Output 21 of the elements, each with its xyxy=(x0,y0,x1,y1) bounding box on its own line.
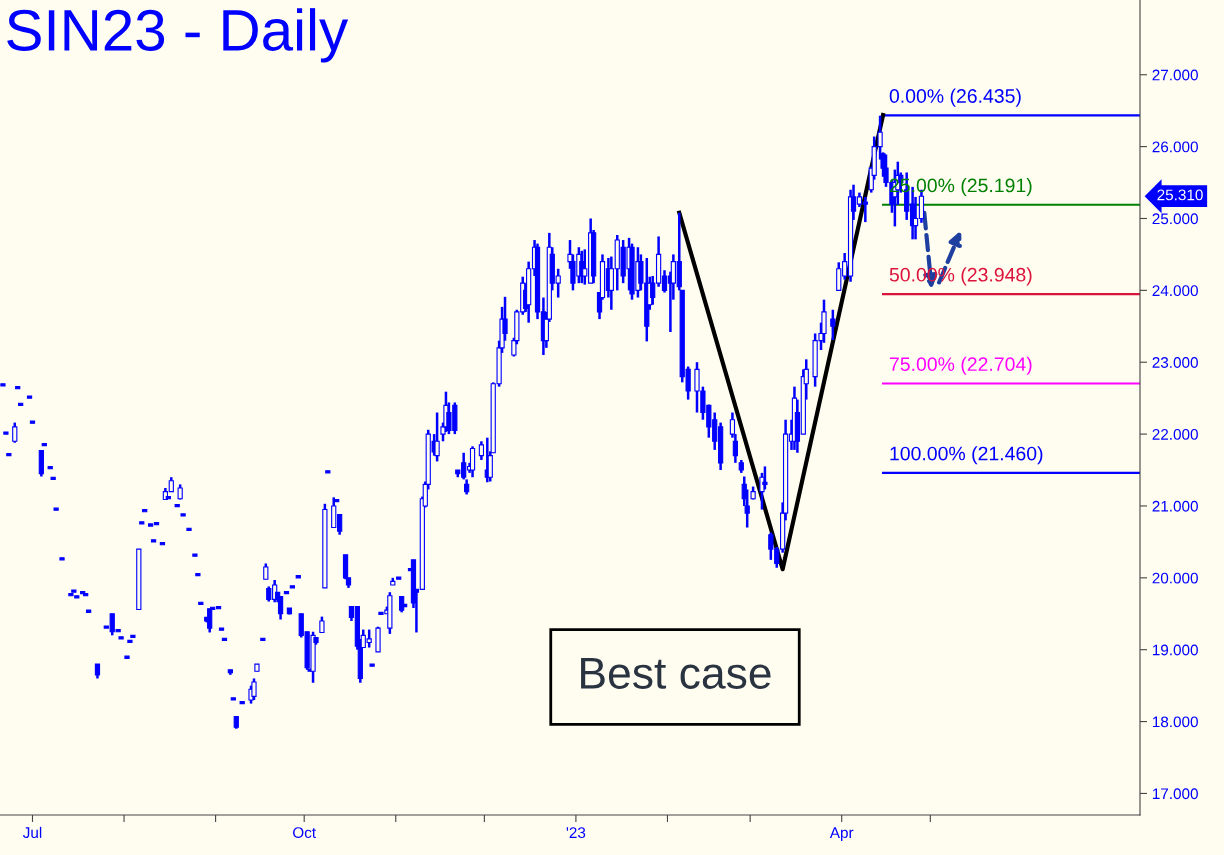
ref-line-label: 100.00% (21.460) xyxy=(890,446,1043,465)
y-tick-label: 19.000 xyxy=(1152,644,1198,656)
y-tick-label: 25.000 xyxy=(1152,213,1198,225)
y-tick-label: 26.000 xyxy=(1152,141,1198,153)
y-tick-label: 18.000 xyxy=(1152,716,1198,728)
chart-title: SIN23 - Daily xyxy=(7,8,349,63)
y-tick-label: 22.000 xyxy=(1152,428,1198,440)
y-tick-label: 23.000 xyxy=(1152,357,1198,368)
y-tick-label: 21.000 xyxy=(1152,500,1198,512)
x-tick-label: '23 xyxy=(566,827,586,839)
ref-line-label: 0.00% (26.435) xyxy=(889,88,1021,107)
y-tick-label: 20.000 xyxy=(1152,572,1198,584)
x-tick-label: Jul xyxy=(22,826,42,839)
x-tick-label: Oct xyxy=(293,827,316,839)
ref-line-label: 75.00% (22.704) xyxy=(889,356,1032,375)
annotation: Best case xyxy=(581,657,771,689)
y-tick-label: 17.000 xyxy=(1152,788,1198,800)
y-tick-label: 27.000 xyxy=(1152,69,1198,81)
x-tick-label: Apr xyxy=(829,827,854,842)
y-tick-label: 24.000 xyxy=(1152,285,1198,297)
text: 25.310 xyxy=(1157,189,1203,201)
